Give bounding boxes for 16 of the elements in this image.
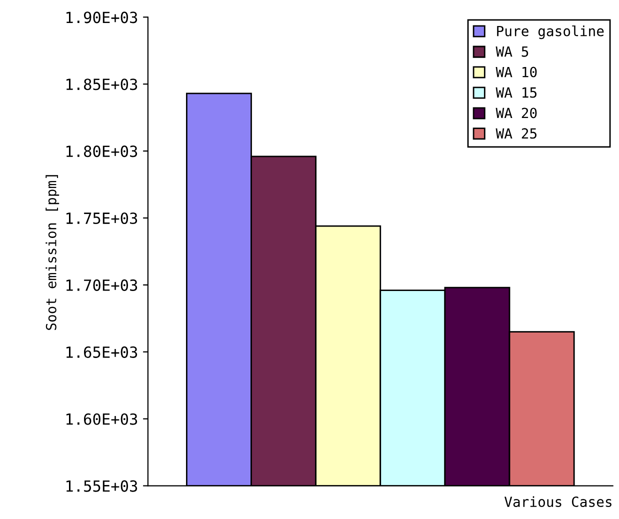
legend-label: WA 15 bbox=[496, 87, 536, 98]
y-tick-label: 1.60E+03 bbox=[66, 413, 138, 425]
y-axis-title: Soot emission [ppm] bbox=[46, 175, 60, 330]
legend-label: WA 5 bbox=[496, 46, 528, 57]
y-tick-label: 1.65E+03 bbox=[66, 346, 138, 358]
x-axis-title: Various Cases bbox=[504, 496, 612, 508]
y-tick-label: 1.75E+03 bbox=[66, 212, 138, 224]
legend-label: WA 25 bbox=[496, 128, 536, 139]
y-tick-label: 1.85E+03 bbox=[66, 78, 138, 90]
y-tick-label: 1.80E+03 bbox=[66, 146, 138, 158]
y-tick-label: 1.55E+03 bbox=[66, 480, 138, 492]
y-tick-label: 1.70E+03 bbox=[66, 279, 138, 291]
legend-label: Pure gasoline bbox=[497, 25, 604, 40]
legend-label: WA 10 bbox=[496, 66, 537, 78]
y-tick-label: 1.90E+03 bbox=[66, 12, 138, 24]
legend-label: WA 20 bbox=[496, 108, 537, 118]
